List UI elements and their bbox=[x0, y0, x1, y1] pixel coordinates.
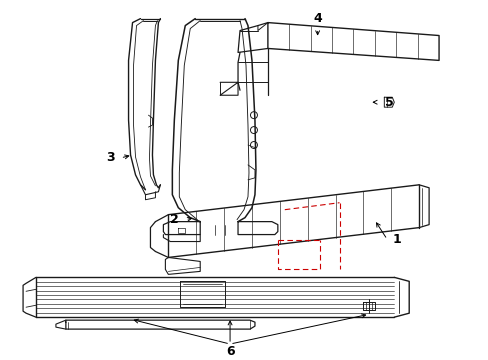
Text: 3: 3 bbox=[106, 152, 115, 165]
Text: 1: 1 bbox=[392, 233, 401, 246]
Text: 6: 6 bbox=[225, 345, 234, 357]
Text: 2: 2 bbox=[170, 213, 178, 226]
Text: 4: 4 bbox=[313, 12, 322, 25]
Text: 5: 5 bbox=[384, 96, 393, 109]
